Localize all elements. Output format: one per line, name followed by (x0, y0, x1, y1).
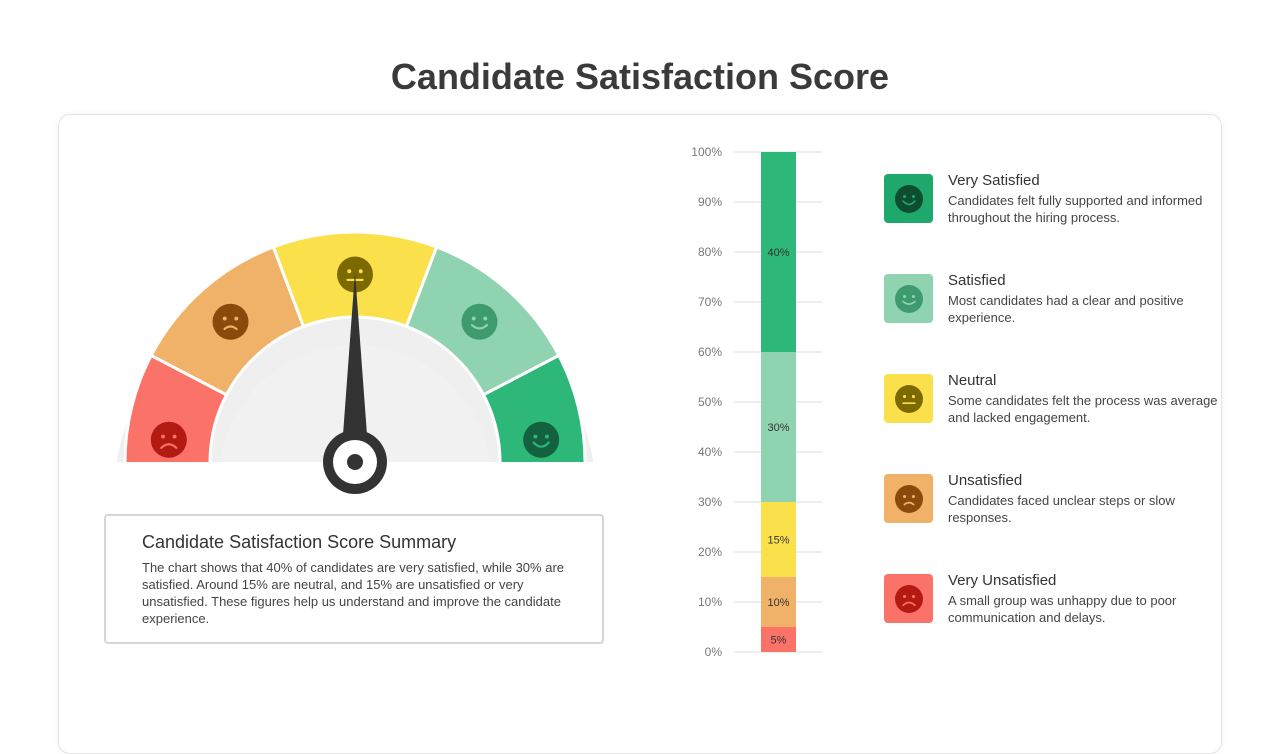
legend-item-neutral: Neutral Some candidates felt the process… (884, 370, 1224, 430)
legend-desc: Candidates felt fully supported and info… (948, 193, 1203, 225)
bar-segment (761, 627, 796, 652)
y-tick-label: 30% (698, 495, 722, 509)
y-tick-label: 20% (698, 545, 722, 559)
gauge-sad-face-icon (150, 421, 187, 458)
neutral-face-icon-face (894, 384, 923, 413)
summary-heading: Candidate Satisfaction Score Summary (142, 532, 457, 552)
legend-item-very-satisfied: Very Satisfied Candidates felt fully sup… (884, 170, 1224, 230)
legend-item-very-unsatisfied: Very Unsatisfied A small group was unhap… (884, 570, 1224, 630)
y-tick-label: 50% (698, 395, 722, 409)
legend-desc: Some candidates felt the process was ave… (948, 393, 1218, 425)
bar-data-label: 40% (767, 247, 789, 259)
gauge-hub-center (347, 454, 363, 470)
satisfied-face-icon (884, 274, 933, 323)
legend-item-unsatisfied: Unsatisfied Candidates faced unclear ste… (884, 470, 1224, 530)
unsatisfied-face-icon-face (894, 484, 923, 513)
legend-title: Very Satisfied (948, 172, 1040, 189)
very-unsatisfied-face-icon (884, 574, 933, 623)
y-tick-label: 70% (698, 295, 722, 309)
summary-box: Candidate Satisfaction Score Summary The… (104, 514, 604, 644)
bar-data-label: 30% (767, 422, 789, 434)
unsatisfied-face-icon (884, 474, 933, 523)
legend-title: Satisfied (948, 272, 1006, 289)
very-unsatisfied-face-icon-face (894, 584, 923, 613)
satisfied-face-icon-glyph (894, 284, 923, 313)
legend-desc: Most candidates had a clear and positive… (948, 293, 1184, 325)
gauge-frown-face-icon (212, 303, 249, 340)
legend-title: Neutral (948, 372, 997, 389)
very-unsatisfied-face-icon-glyph (894, 584, 923, 613)
y-tick-label: 60% (698, 345, 722, 359)
legend-title: Unsatisfied (948, 472, 1023, 489)
stacked-bar-chart: 0% 10% 20% 30% 40% 50% 60% 70% 80% 90% 100% 5% 10% 15… (691, 145, 822, 659)
gauge-smile-face-icon (461, 303, 498, 340)
very-satisfied-face-icon-glyph (894, 184, 923, 213)
very-satisfied-face-icon (884, 174, 933, 223)
gauge-needle (341, 272, 369, 462)
y-tick-label: 100% (691, 145, 722, 159)
neutral-face-icon (884, 374, 933, 423)
y-tick-label: 10% (698, 595, 722, 609)
neutral-face-icon-glyph (894, 384, 923, 413)
legend-title: Very Unsatisfied (948, 572, 1057, 589)
legend-desc: A small group was unhappy due to poor co… (948, 593, 1177, 625)
legend-desc: Candidates faced unclear steps or slow r… (948, 493, 1175, 525)
y-tick-label: 90% (698, 195, 722, 209)
y-tick-label: 40% (698, 445, 722, 459)
summary-text: The chart shows that 40% of candidates a… (142, 560, 564, 626)
bar-data-label: 15% (767, 535, 789, 547)
bar-segment (761, 577, 796, 627)
bar-data-label: 10% (767, 597, 789, 609)
y-tick-label: 80% (698, 245, 722, 259)
gauge-grin-face-icon (523, 421, 560, 458)
legend-item-satisfied: Satisfied Most candidates had a clear an… (884, 270, 1224, 330)
satisfaction-gauge (100, 230, 610, 500)
very-satisfied-face-icon-face (894, 184, 923, 213)
page-title: Candidate Satisfaction Score (390, 56, 890, 97)
satisfied-face-icon-face (894, 284, 923, 313)
y-tick-label: 0% (705, 645, 723, 659)
bar-segment (761, 502, 796, 577)
unsatisfied-face-icon-glyph (894, 484, 923, 513)
bar-segment (761, 152, 796, 352)
bar-data-label: 5% (771, 635, 787, 647)
bar-segment (761, 352, 796, 502)
